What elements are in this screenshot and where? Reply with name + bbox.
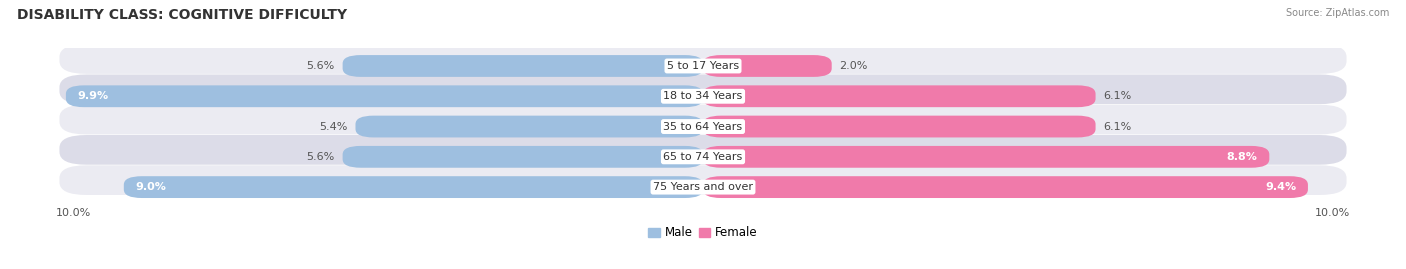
Text: 6.1%: 6.1% [1104, 91, 1132, 101]
Legend: Male, Female: Male, Female [648, 226, 758, 239]
Text: 75 Years and over: 75 Years and over [652, 182, 754, 192]
Text: 5.4%: 5.4% [319, 122, 347, 132]
FancyBboxPatch shape [703, 176, 1308, 198]
FancyBboxPatch shape [66, 85, 703, 107]
FancyBboxPatch shape [59, 44, 1347, 74]
Text: 2.0%: 2.0% [839, 61, 868, 71]
FancyBboxPatch shape [124, 176, 703, 198]
FancyBboxPatch shape [59, 75, 1347, 104]
Text: 18 to 34 Years: 18 to 34 Years [664, 91, 742, 101]
Text: 5 to 17 Years: 5 to 17 Years [666, 61, 740, 71]
Text: DISABILITY CLASS: COGNITIVE DIFFICULTY: DISABILITY CLASS: COGNITIVE DIFFICULTY [17, 8, 347, 22]
Text: 5.6%: 5.6% [307, 61, 335, 71]
FancyBboxPatch shape [59, 165, 1347, 195]
FancyBboxPatch shape [703, 116, 1095, 137]
FancyBboxPatch shape [703, 85, 1095, 107]
Text: 6.1%: 6.1% [1104, 122, 1132, 132]
Text: 5.6%: 5.6% [307, 152, 335, 162]
Text: Source: ZipAtlas.com: Source: ZipAtlas.com [1285, 8, 1389, 18]
Text: 8.8%: 8.8% [1227, 152, 1258, 162]
Text: 10.0%: 10.0% [56, 208, 91, 218]
FancyBboxPatch shape [703, 55, 832, 77]
FancyBboxPatch shape [59, 135, 1347, 165]
FancyBboxPatch shape [59, 105, 1347, 134]
Text: 65 to 74 Years: 65 to 74 Years [664, 152, 742, 162]
Text: 9.0%: 9.0% [135, 182, 166, 192]
FancyBboxPatch shape [343, 55, 703, 77]
Text: 9.4%: 9.4% [1265, 182, 1296, 192]
Text: 9.9%: 9.9% [77, 91, 108, 101]
Text: 10.0%: 10.0% [1315, 208, 1350, 218]
FancyBboxPatch shape [356, 116, 703, 137]
Text: 35 to 64 Years: 35 to 64 Years [664, 122, 742, 132]
FancyBboxPatch shape [343, 146, 703, 168]
FancyBboxPatch shape [703, 146, 1270, 168]
